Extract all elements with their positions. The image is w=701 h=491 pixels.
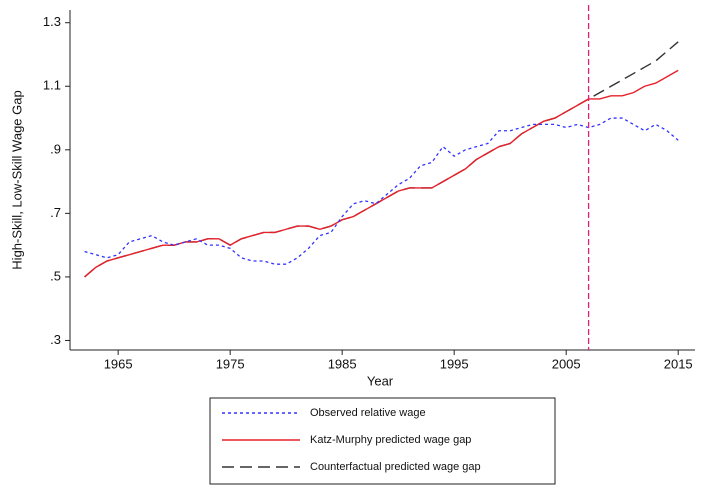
y-tick-label: 1.1 — [43, 78, 61, 93]
y-tick-label: .7 — [50, 205, 61, 220]
x-tick-label: 1965 — [104, 356, 133, 371]
x-tick-label: 2005 — [552, 356, 581, 371]
y-tick-label: .5 — [50, 268, 61, 283]
x-tick-label: 2015 — [664, 356, 693, 371]
y-tick-label: .9 — [50, 141, 61, 156]
data-line — [84, 69, 679, 278]
y-tick-label: .3 — [50, 332, 61, 347]
y-tick-label: 1.3 — [43, 14, 61, 29]
x-tick-label: 1995 — [440, 356, 469, 371]
legend-box — [209, 397, 556, 485]
legend-label: Observed relative wage — [310, 407, 426, 419]
legend-label: Katz-Murphy predicted wage gap — [310, 434, 471, 446]
x-tick-label: 1985 — [328, 356, 357, 371]
y-axis-label: High-Skill, Low-Skill Wage Gap — [9, 90, 24, 269]
data-line — [84, 117, 679, 265]
legend-label: Counterfactual predicted wage gap — [310, 461, 481, 473]
x-tick-label: 1975 — [216, 356, 245, 371]
x-axis-label: Year — [367, 373, 394, 388]
